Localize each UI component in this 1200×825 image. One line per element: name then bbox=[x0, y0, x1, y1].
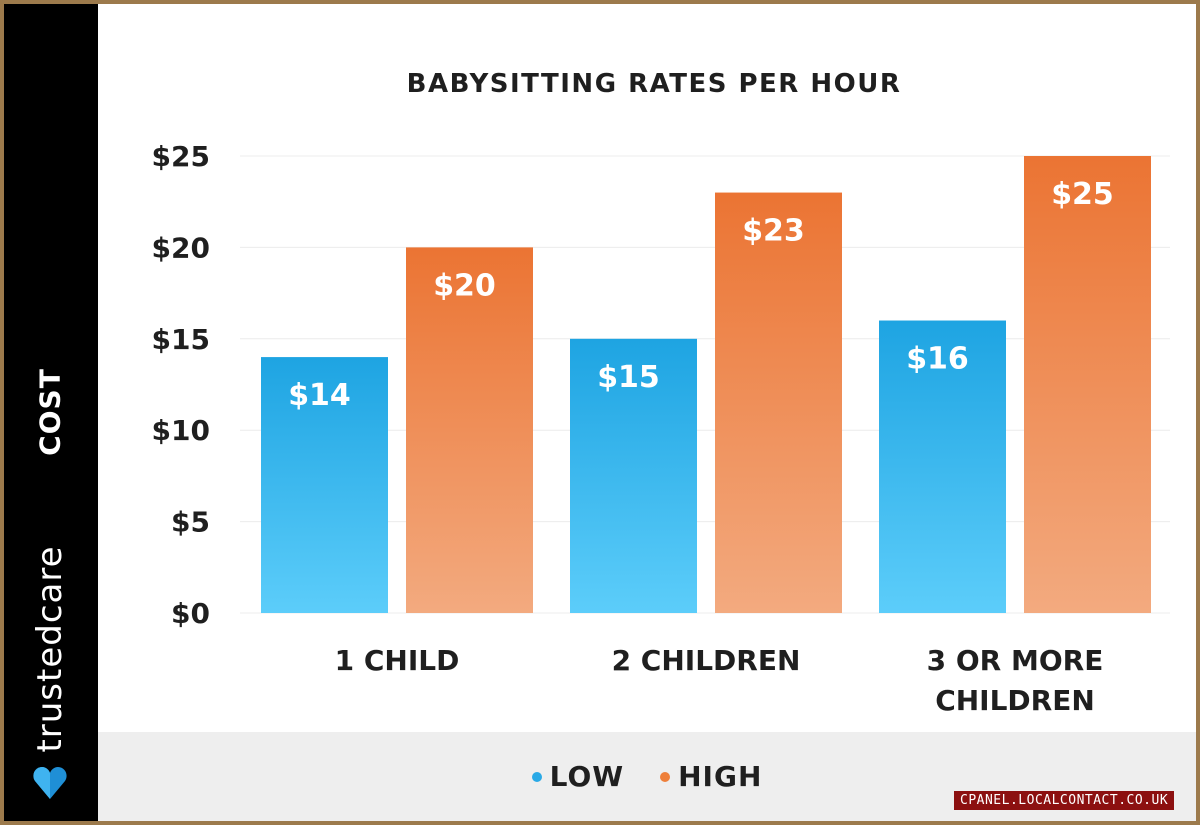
bar-high bbox=[1024, 156, 1151, 613]
heart-icon bbox=[33, 767, 67, 799]
sidebar: COST trustedcare bbox=[4, 4, 98, 821]
legend-label-low: LOW bbox=[549, 760, 625, 793]
legend-dot-low bbox=[531, 771, 542, 782]
y-tick-label: $20 bbox=[152, 231, 210, 264]
x-tick-label: 2 CHILDREN bbox=[612, 644, 801, 677]
y-tick-label: $0 bbox=[171, 597, 210, 630]
bar-low bbox=[261, 357, 388, 613]
legend-item-high: HIGH bbox=[660, 760, 762, 793]
data-label: $16 bbox=[906, 342, 969, 377]
data-label: $25 bbox=[1051, 177, 1114, 212]
data-label: $15 bbox=[597, 360, 660, 395]
chart-title: BABYSITTING RATES PER HOUR bbox=[407, 69, 902, 99]
legend-item-low: LOW bbox=[531, 760, 625, 793]
bar-high bbox=[715, 192, 842, 613]
x-tick-label: CHILDREN bbox=[935, 684, 1095, 717]
watermark: CPANEL.LOCALCONTACT.CO.UK bbox=[954, 791, 1175, 810]
y-tick-label: $5 bbox=[171, 506, 210, 539]
data-label: $20 bbox=[433, 268, 496, 303]
legend-label-high: HIGH bbox=[678, 760, 763, 793]
legend: LOW HIGH bbox=[98, 732, 1196, 821]
bar-chart: BABYSITTING RATES PER HOUR $0 $5 $10 $15 $20… bbox=[152, 69, 1170, 717]
data-label: $23 bbox=[742, 214, 805, 249]
x-tick-label: 1 CHILD bbox=[335, 644, 460, 677]
y-tick-label: $10 bbox=[152, 414, 210, 447]
x-tick-label: 3 OR MORE bbox=[927, 644, 1104, 677]
legend-dot-high bbox=[660, 771, 671, 782]
data-label: $14 bbox=[288, 378, 351, 413]
y-tick-label: $15 bbox=[152, 323, 210, 356]
bar-low bbox=[570, 338, 697, 613]
bar-high bbox=[406, 247, 533, 613]
y-tick-label: $25 bbox=[152, 140, 210, 173]
bar-low bbox=[879, 320, 1006, 613]
